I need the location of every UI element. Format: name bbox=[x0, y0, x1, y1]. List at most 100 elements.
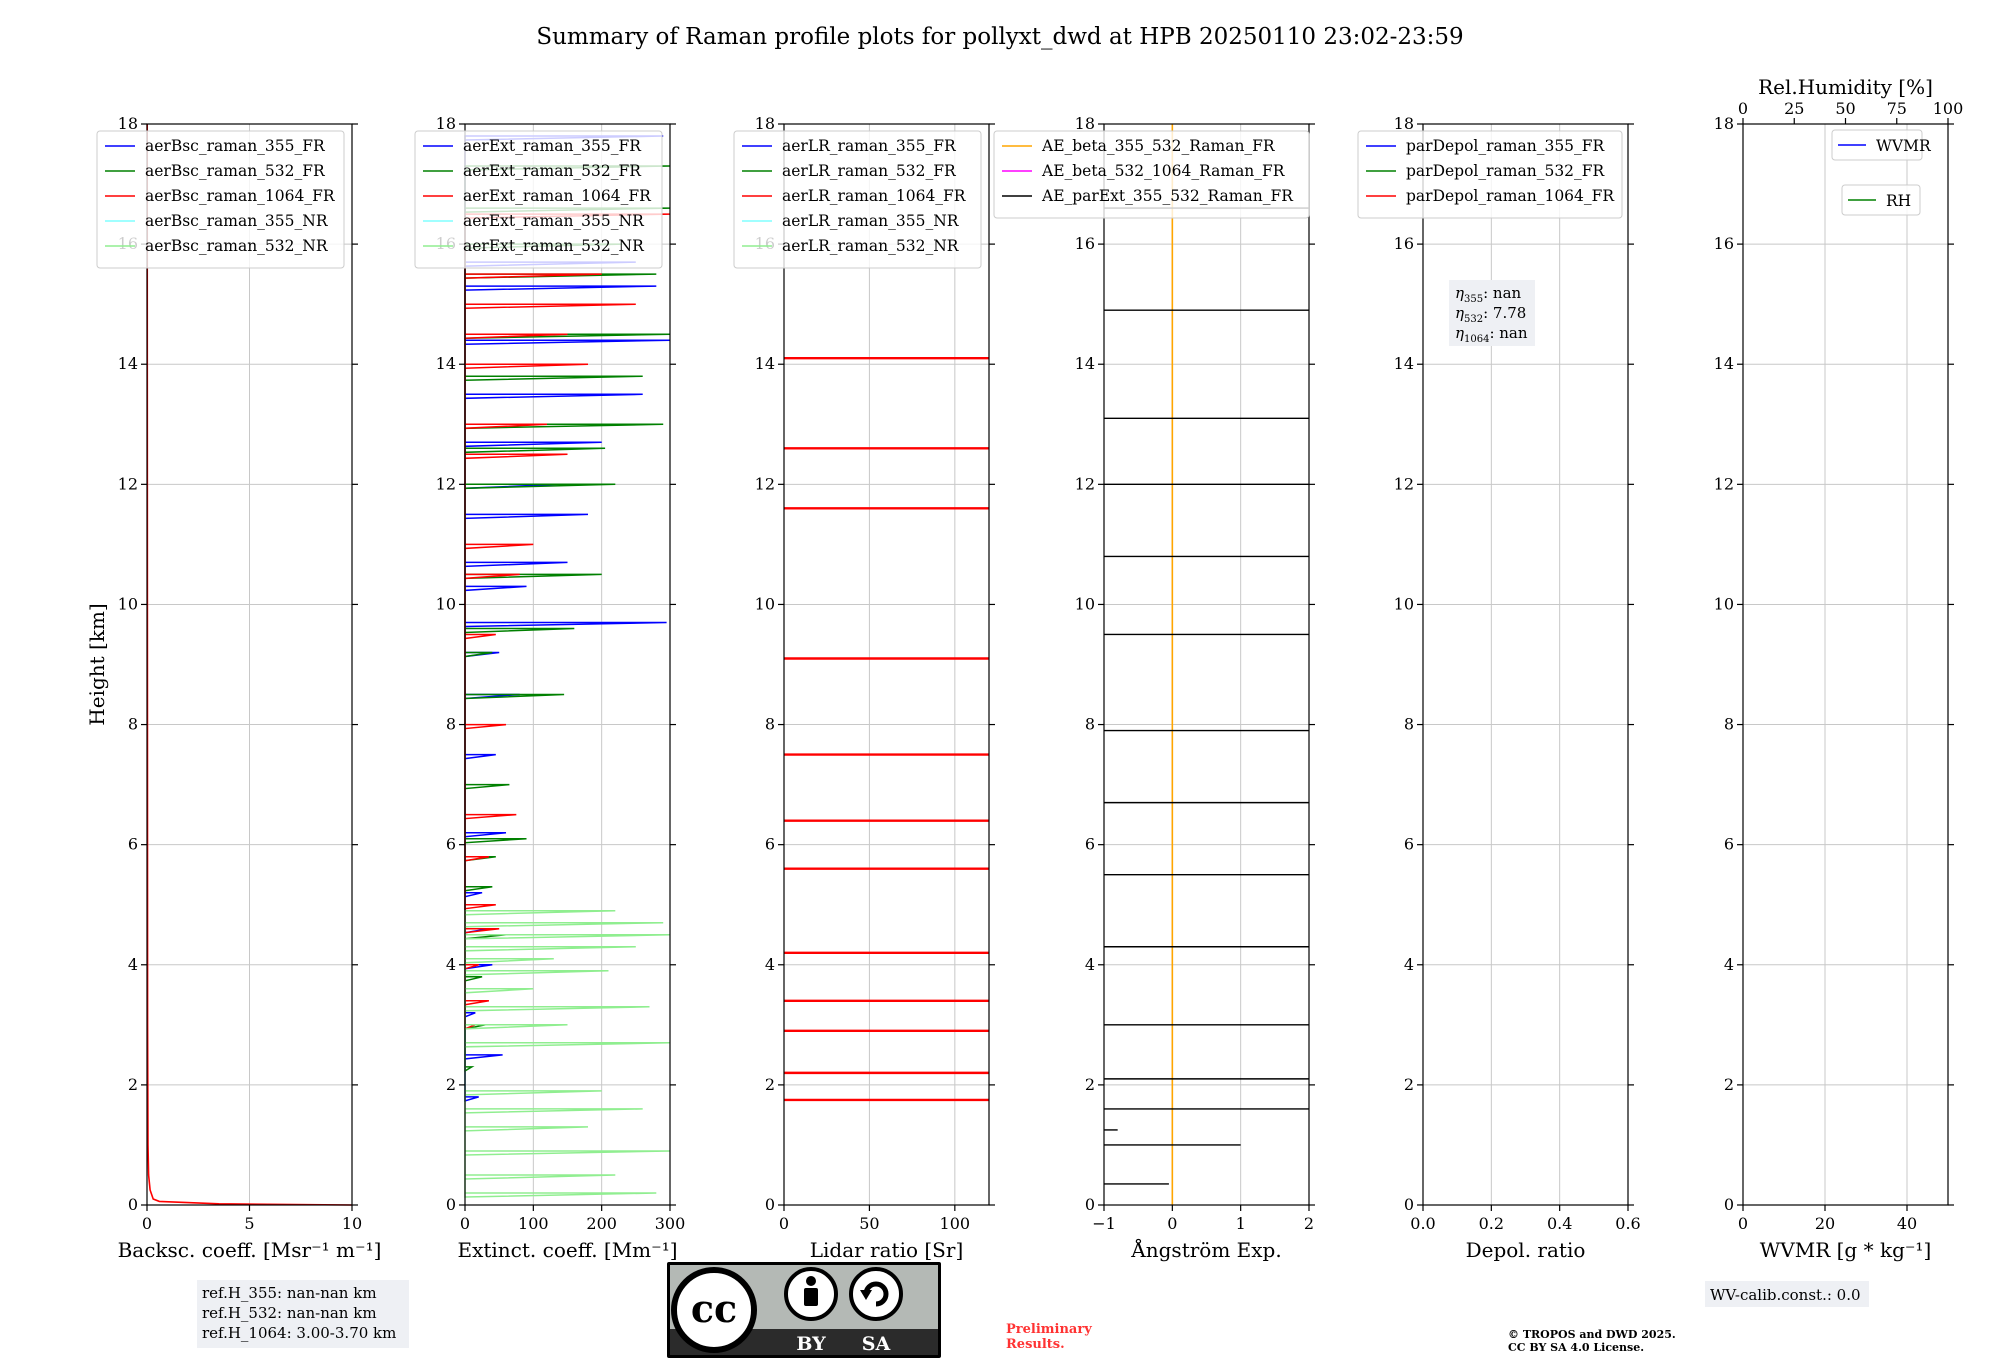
preliminary-note-2: Results. bbox=[1006, 1337, 1065, 1352]
legend: aerLR_raman_355_FR aerLR_raman_532_FR aerL… bbox=[733, 130, 982, 269]
legend-label: AE_parExt_355_532_Raman_FR bbox=[1041, 187, 1294, 205]
series-aerLR_raman_1064_FR bbox=[784, 357, 989, 1102]
plot-frame bbox=[1742, 123, 1949, 1206]
x-tick-label: 0.6 bbox=[1615, 1214, 1640, 1233]
panel-3: 024681012141618050100Lidar ratio [Sr]aer… bbox=[733, 114, 995, 1262]
x-tick-label: 1 bbox=[1236, 1214, 1246, 1233]
y-tick-label: 10 bbox=[1075, 594, 1095, 613]
legend-box bbox=[1831, 129, 1923, 161]
x2-tick-label: 75 bbox=[1887, 99, 1907, 118]
legend-label: aerLR_raman_532_FR bbox=[782, 162, 957, 180]
y-tick-label: 6 bbox=[1724, 835, 1734, 854]
x-tick-label: 0.2 bbox=[1479, 1214, 1504, 1233]
y-tick-label: 2 bbox=[1724, 1075, 1734, 1094]
x-tick-label: 0 bbox=[779, 1214, 789, 1233]
y-tick-label: 16 bbox=[1714, 234, 1734, 253]
plot-frame bbox=[1103, 123, 1310, 1206]
y-tick-label: 12 bbox=[1394, 474, 1414, 493]
y-tick-label: 8 bbox=[1085, 715, 1095, 734]
y-tick-label: 14 bbox=[1075, 354, 1095, 373]
y-tick-label: 14 bbox=[436, 354, 456, 373]
y-tick-label: 2 bbox=[1404, 1075, 1414, 1094]
copyright-1: © TROPOS and DWD 2025. bbox=[1508, 1328, 1676, 1341]
svg-text:η1064: nan: η1064: nan bbox=[1455, 324, 1528, 345]
wv-calib-box: WV-calib.const.: 0.0 bbox=[1705, 1281, 1869, 1307]
x-tick-label: 5 bbox=[244, 1214, 254, 1233]
eta-box: η355: nan η532: 7.78 η1064: nan bbox=[1449, 280, 1535, 346]
legend-label: parDepol_raman_355_FR bbox=[1406, 137, 1606, 155]
legend: aerExt_raman_355_FR aerExt_raman_532_FRae… bbox=[414, 130, 663, 269]
y-tick-label: 18 bbox=[1075, 114, 1095, 133]
legend-box bbox=[733, 130, 982, 269]
x2-tick-label: 25 bbox=[1784, 99, 1804, 118]
legend: AE_beta_355_532_Raman_FR AE_beta_532_1064… bbox=[993, 130, 1310, 219]
x-axis-label: Ångström Exp. bbox=[1130, 1237, 1281, 1262]
y-tick-label: 6 bbox=[1404, 835, 1414, 854]
y-tick-label: 6 bbox=[765, 835, 775, 854]
y-tick-label: 2 bbox=[1085, 1075, 1095, 1094]
legend-label: aerBsc_raman_1064_FR bbox=[145, 187, 336, 205]
y-tick-label: 12 bbox=[1714, 474, 1734, 493]
legend-label: aerLR_raman_1064_FR bbox=[782, 187, 967, 205]
y-tick-label: 4 bbox=[1404, 955, 1414, 974]
ref-h1064: ref.H_1064: 3.00-3.70 km bbox=[202, 1324, 396, 1342]
series-aerExt_raman_355_FR bbox=[464, 135, 671, 1102]
legend-label: aerExt_raman_355_FR bbox=[463, 137, 642, 155]
x-tick-label: 0 bbox=[1167, 1214, 1177, 1233]
legend-label: aerBsc_raman_532_FR bbox=[145, 162, 326, 180]
y-tick-label: 18 bbox=[118, 114, 138, 133]
x2-tick-label: 100 bbox=[1933, 99, 1964, 118]
y-tick-label: 10 bbox=[1394, 594, 1414, 613]
legend-label: aerLR_raman_355_NR bbox=[782, 212, 960, 230]
x-tick-label: 300 bbox=[655, 1214, 686, 1233]
y-tick-label: 0 bbox=[765, 1195, 775, 1214]
svg-text:BY: BY bbox=[796, 1333, 826, 1355]
y-tick-label: 6 bbox=[446, 835, 456, 854]
annotations: η355: nan η532: 7.78 η1064: nan ref.H_35… bbox=[197, 280, 1869, 1358]
wv-calib-text: WV-calib.const.: 0.0 bbox=[1710, 1286, 1861, 1304]
y-tick-label: 18 bbox=[755, 114, 775, 133]
x2-tick-label: 50 bbox=[1835, 99, 1855, 118]
y-tick-label: 12 bbox=[436, 474, 456, 493]
y-tick-label: 12 bbox=[118, 474, 138, 493]
x-tick-label: −1 bbox=[1092, 1214, 1116, 1233]
y-tick-label: 4 bbox=[128, 955, 138, 974]
series-path bbox=[464, 909, 671, 1198]
y-tick-label: 6 bbox=[128, 835, 138, 854]
plot-frame bbox=[783, 123, 990, 1206]
y-tick-label: 2 bbox=[446, 1075, 456, 1094]
x-axis-label: Depol. ratio bbox=[1466, 1238, 1586, 1262]
svg-text:SA: SA bbox=[862, 1333, 891, 1355]
legend-label: WVMR bbox=[1876, 137, 1932, 155]
x-tick-label: 0 bbox=[142, 1214, 152, 1233]
legend: WVMR RH bbox=[1831, 129, 1932, 216]
cc-icon bbox=[671, 1267, 757, 1353]
svg-text:η532: 7.78: η532: 7.78 bbox=[1455, 304, 1526, 325]
y-tick-label: 18 bbox=[1714, 114, 1734, 133]
x-tick-label: 200 bbox=[586, 1214, 617, 1233]
reference-height-box: ref.H_355: nan-nan km ref.H_532: nan-nan… bbox=[197, 1280, 409, 1348]
x-tick-label: 0 bbox=[460, 1214, 470, 1233]
x2-tick-label: 0 bbox=[1738, 99, 1748, 118]
y-tick-label: 8 bbox=[765, 715, 775, 734]
x-tick-label: 0.4 bbox=[1547, 1214, 1572, 1233]
y-axis-label: Height [km] bbox=[85, 603, 109, 725]
plot-frame bbox=[1422, 123, 1629, 1206]
y-tick-label: 8 bbox=[128, 715, 138, 734]
legend-label: AE_beta_355_532_Raman_FR bbox=[1041, 137, 1276, 155]
x-tick-label: 100 bbox=[940, 1214, 971, 1233]
legend-box bbox=[993, 130, 1310, 219]
legend-label: aerBsc_raman_355_NR bbox=[145, 212, 329, 230]
panel-5: 0 2 4 6 8 10 12 14 16 18 0.0 0.2 0.4 0.6 Depol. ratio p… bbox=[1357, 114, 1641, 1262]
x-axis-label: WVMR [g * kg⁻¹] bbox=[1760, 1238, 1932, 1262]
share-alike-icon bbox=[849, 1267, 903, 1321]
panel-2: 0246810121416180100200300Extinct. coeff.… bbox=[414, 114, 686, 1262]
x-tick-label: 0.0 bbox=[1410, 1214, 1435, 1233]
legend-label: aerBsc_raman_532_NR bbox=[145, 237, 329, 255]
y-tick-label: 8 bbox=[446, 715, 456, 734]
y-tick-label: 0 bbox=[1724, 1195, 1734, 1214]
figure-title: Summary of Raman profile plots for polly… bbox=[536, 24, 1463, 50]
y-tick-label: 0 bbox=[128, 1195, 138, 1214]
